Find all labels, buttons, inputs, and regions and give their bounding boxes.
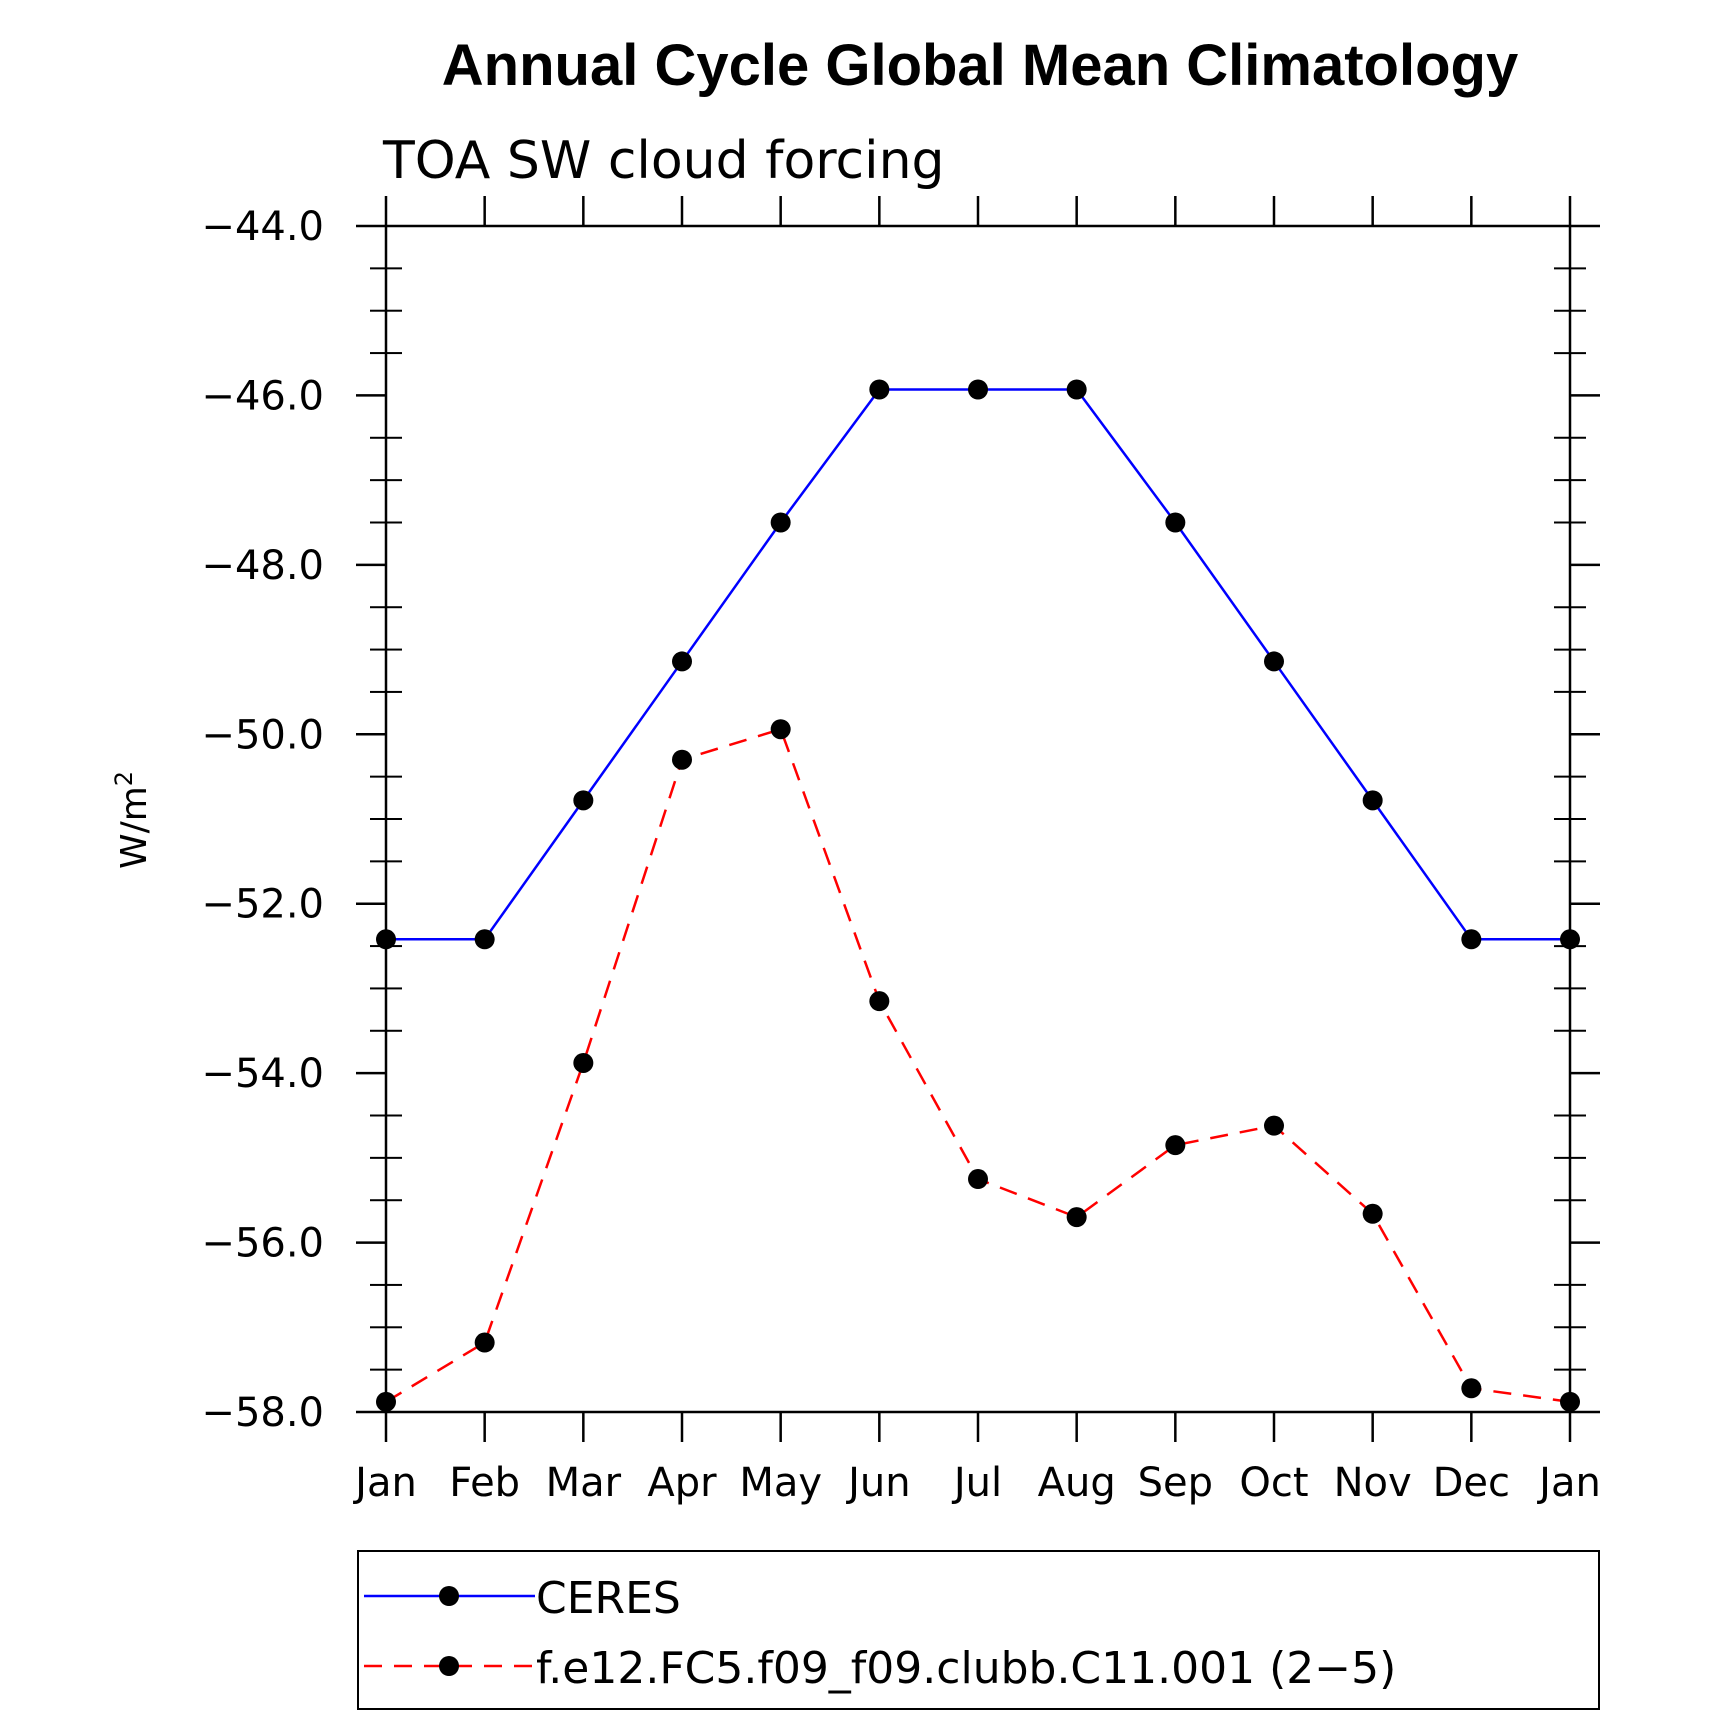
chart-subtitle: TOA SW cloud forcing [382,131,945,191]
y-tick-label: −48.0 [201,543,324,589]
data-point-series-1 [1362,1203,1383,1224]
data-point-series-1 [1461,1378,1482,1399]
legend-box [357,1550,1600,1710]
legend-marker-model [439,1656,459,1676]
data-point-series-0 [1461,929,1482,950]
x-tick-label: Apr [647,1460,717,1506]
data-point-series-0 [1165,512,1186,533]
axes [356,196,1600,1442]
y-axis-label-superscript: 2 [110,771,138,786]
data-point-series-1 [968,1169,988,1190]
x-tick-label: Jan [352,1460,417,1506]
x-tick-label: Oct [1239,1460,1308,1506]
legend-marker-ceres [439,1586,459,1606]
y-axis-label: W/m2 [110,771,155,869]
data-point-series-1 [474,1332,495,1353]
data-point-series-1 [1066,1207,1087,1228]
x-tick-label: Jul [951,1460,1002,1506]
data-point-series-0 [869,379,890,400]
chart-title: Annual Cycle Global Mean Climatology [442,33,1518,98]
y-tick-label: −58.0 [201,1390,324,1436]
x-tick-label: Dec [1433,1460,1510,1506]
data-point-series-0 [1362,790,1383,811]
data-point-series-0 [672,651,692,672]
legend: CERES f.e12.FC5.f09_f09.clubb.C11.001 (2… [357,1550,1600,1710]
data-point-series-1 [1264,1115,1284,1136]
data-point-series-0 [770,512,791,533]
legend-label-ceres: CERES [536,1573,681,1624]
data-point-series-0 [474,929,495,950]
y-tick-label: −54.0 [201,1051,324,1097]
x-tick-label: Aug [1038,1460,1116,1506]
y-tick-label: −44.0 [201,204,324,250]
tick-labels: −44.0 −46.0 −48.0 −50.0 −52.0 −54.0 −56.0 −58.0… [201,204,1600,1506]
x-tick-label: Jun [845,1460,911,1506]
data-point-series-1 [573,1052,594,1073]
x-tick-label: Feb [449,1460,520,1506]
data-point-series-0 [376,929,396,950]
y-tick-label: −50.0 [201,712,324,758]
data-point-series-1 [672,749,692,770]
data-point-series-0 [1066,379,1087,400]
x-tick-label: Jan [1536,1460,1601,1506]
data-point-series-0 [968,379,988,400]
y-tick-label: −56.0 [201,1221,324,1267]
x-tick-label: Mar [546,1460,622,1506]
data-point-series-0 [1264,651,1284,672]
legend-label-model: f.e12.FC5.f09_f09.clubb.C11.001 (2−5) [536,1643,1396,1694]
series-layer [376,379,1580,1412]
data-point-series-1 [1560,1391,1580,1412]
y-tick-label: −46.0 [201,373,324,419]
x-tick-label: Nov [1334,1460,1412,1506]
data-point-series-0 [573,790,594,811]
data-point-series-1 [1165,1135,1186,1156]
data-point-series-1 [376,1391,396,1412]
x-tick-label: Sep [1138,1460,1213,1506]
x-tick-label: May [739,1460,822,1506]
plot-frame [384,224,1572,1414]
data-point-series-1 [770,719,791,740]
data-point-series-1 [869,991,890,1012]
data-point-series-0 [1560,929,1580,950]
y-tick-label: −52.0 [201,882,324,928]
series-line-0 [386,388,1570,941]
